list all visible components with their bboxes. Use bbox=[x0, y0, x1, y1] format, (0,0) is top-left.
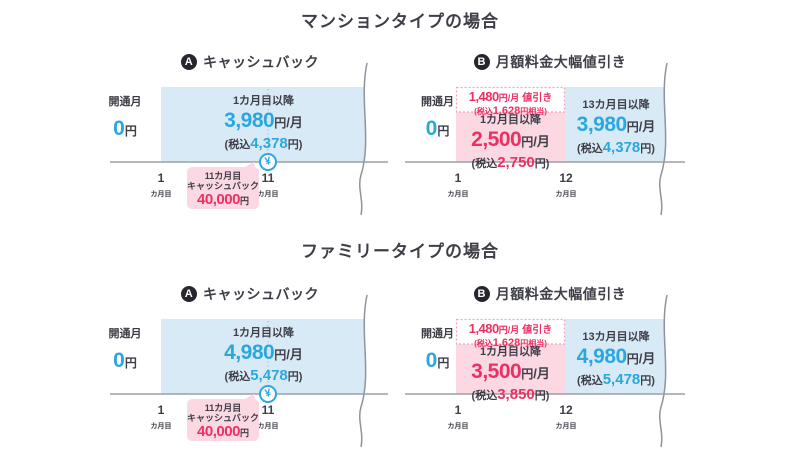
opening-month-price: 0円 bbox=[425, 117, 450, 140]
price-yen: 円 bbox=[274, 116, 287, 130]
panel-heading-label: 月額料金大幅値引き bbox=[495, 286, 627, 302]
panel-family-discount: B 月額料金大幅値引き 開通月 0円 1,480円/月 値引き (税込1,628円… bbox=[400, 277, 700, 455]
opening-month-price: 0円 bbox=[100, 117, 150, 141]
price-amount: 3,980 bbox=[224, 109, 275, 132]
continuation-wave bbox=[658, 62, 668, 216]
timeline-diagram bbox=[405, 294, 700, 448]
tax-line: (税込4,378円) bbox=[161, 136, 366, 153]
tick-month-11: 11 カ月目 bbox=[257, 403, 279, 430]
tick-month-11: 11 カ月目 bbox=[257, 171, 279, 198]
regular-price-box: 13カ月目以降 4,980円/月 (税込5,478円) bbox=[576, 331, 656, 388]
timeline-diagram bbox=[405, 62, 700, 216]
callout-unit: 円 bbox=[239, 196, 249, 206]
panel-mansion-discount: B 月額料金大幅値引き 開通月 0円 1,480円/月 値引き (税込1,628円… bbox=[400, 45, 700, 223]
timeline-diagram bbox=[110, 62, 400, 216]
callout-month: 11カ月目 bbox=[204, 171, 242, 181]
discounted-amount: 2,500 bbox=[471, 128, 522, 151]
price-period: 1カ月目以降 bbox=[232, 95, 295, 107]
panel-heading-label: キャッシュバック bbox=[203, 286, 319, 302]
monthly-price-box: 1カ月目以降 3,980円/月 (税込4,378円) bbox=[161, 95, 366, 153]
continuation-wave bbox=[658, 294, 668, 448]
price-line: 3,980円/月 bbox=[161, 110, 366, 134]
tick-month-12: 12 カ月目 bbox=[555, 403, 577, 430]
cashback-point-circle bbox=[259, 385, 277, 403]
opening-month-unit: 円 bbox=[124, 124, 137, 138]
price-per-month: /月 bbox=[286, 115, 303, 130]
continuation-wave bbox=[358, 294, 368, 448]
badge-b-icon: B bbox=[473, 54, 490, 70]
discounted-price-box: 1カ月目以降 2,500円/月 (税込2,750円) bbox=[471, 114, 550, 171]
cashback-point-circle bbox=[259, 153, 277, 171]
tick-month-12: 12 カ月目 bbox=[555, 171, 577, 198]
discount-line: 1,480円/月 値引き bbox=[468, 89, 553, 104]
regular-amount: 4,980 bbox=[576, 345, 628, 368]
panel-heading-label: キャッシュバック bbox=[203, 54, 319, 70]
badge-a-icon: A bbox=[181, 286, 197, 302]
callout-amount-line: 40,000円 bbox=[187, 192, 259, 209]
discount-callout-box bbox=[455, 318, 566, 345]
tax-suffix: 円) bbox=[287, 139, 303, 151]
regular-amount: 3,980 bbox=[576, 113, 628, 136]
cashback-callout: 11カ月目 キャッシュバック 40,000円 bbox=[187, 167, 259, 209]
timeline-diagram bbox=[110, 294, 400, 448]
cashback-callout: 11カ月目 キャッシュバック 40,000円 bbox=[187, 399, 259, 441]
opening-month-label: 開通月 bbox=[108, 96, 142, 108]
opening-month-label: 開通月 bbox=[421, 96, 454, 108]
callout-label: キャッシュバック bbox=[187, 181, 260, 191]
price-amount: 4,980 bbox=[224, 341, 275, 364]
discount-tax-line: (税込1,628円相当) bbox=[474, 105, 547, 117]
callout-amount: 40,000 bbox=[197, 423, 240, 440]
tax-amount: 4,378 bbox=[250, 135, 288, 152]
monthly-price-box: 1カ月目以降 4,980円/月 (税込5,478円) bbox=[224, 327, 303, 384]
tick-month-1: 1 カ月目 bbox=[447, 171, 469, 198]
panel-mansion-cashback: A キャッシュバック 開通月 0円 1カ月目以降 3,980円/月 (税込4,3… bbox=[100, 45, 400, 223]
discounted-amount: 3,500 bbox=[471, 360, 522, 383]
tick-month-1: 1 カ月目 bbox=[447, 403, 469, 430]
badge-b-icon: B bbox=[473, 286, 490, 302]
discount-callout-box bbox=[455, 86, 566, 113]
section-title-mansion: マンションタイプの場合 bbox=[301, 12, 499, 31]
panel-heading: A キャッシュバック bbox=[100, 52, 400, 72]
panel-heading: B 月額料金大幅値引き bbox=[400, 52, 700, 72]
callout-amount: 40,000 bbox=[197, 191, 240, 208]
tax-prefix: (税込 bbox=[224, 139, 251, 151]
discounted-price-box: 1カ月目以降 3,500円/月 (税込3,850円) bbox=[471, 346, 550, 403]
badge-a-icon: A bbox=[181, 54, 197, 70]
tick-month-1: 1 カ月目 bbox=[150, 171, 172, 198]
opening-month: 開通月 0円 bbox=[108, 328, 142, 372]
continuation-wave bbox=[358, 62, 368, 216]
section-title-family: ファミリータイプの場合 bbox=[301, 242, 499, 261]
opening-month: 開通月 0円 bbox=[100, 93, 150, 141]
opening-month: 開通月 0円 bbox=[410, 93, 465, 141]
panel-heading: B 月額料金大幅値引き bbox=[400, 284, 700, 304]
opening-month: 開通月 0円 bbox=[421, 328, 454, 372]
discount-note: 1,480円/月 値引き (税込1,628円相当) bbox=[456, 90, 565, 117]
panel-heading-label: 月額料金大幅値引き bbox=[495, 54, 627, 70]
tick-month-1: 1 カ月目 bbox=[150, 403, 172, 430]
panel-heading: A キャッシュバック bbox=[100, 284, 400, 304]
opening-month-amount: 0 bbox=[113, 117, 125, 140]
discount-note: 1,480円/月 値引き (税込1,628円相当) bbox=[468, 321, 553, 349]
panel-family-cashback: A キャッシュバック 開通月 0円 1カ月目以降 4,980円/月 (税込5,4… bbox=[100, 277, 400, 455]
regular-price-box: 13カ月目以降 3,980円/月 (税込4,378円) bbox=[576, 99, 656, 156]
